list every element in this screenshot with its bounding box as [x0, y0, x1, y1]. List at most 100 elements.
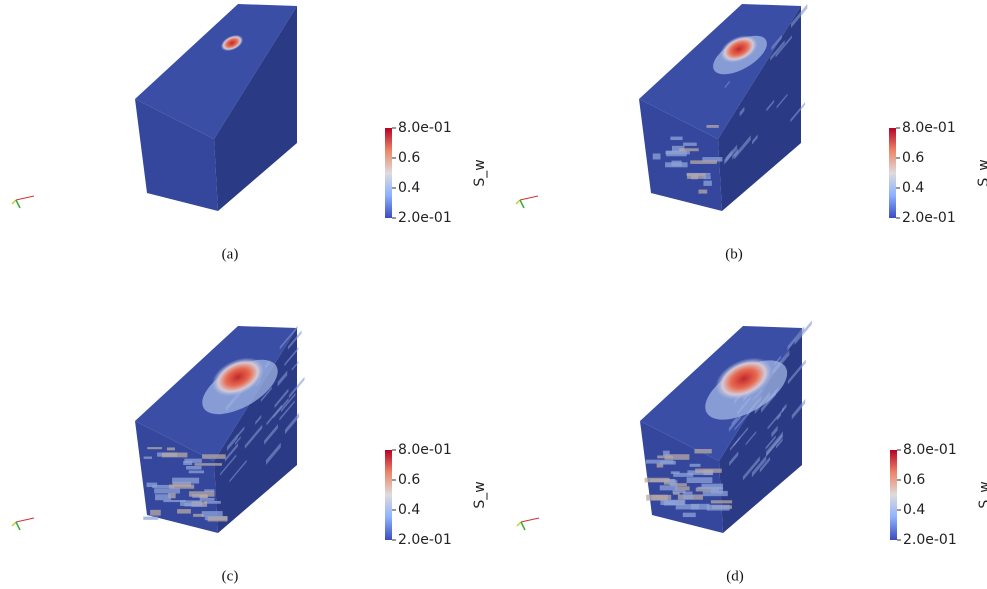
- saturation-streak: [781, 403, 787, 413]
- colorbar: 8.0e-01 0.6 0.4 2.0e-01 S_w: [890, 442, 987, 548]
- saturation-streak: [652, 153, 661, 160]
- saturation-streak: [751, 455, 767, 478]
- caption: (d): [726, 568, 744, 584]
- saturation-streak: [770, 40, 785, 61]
- colorbar-title: S_w: [472, 159, 488, 186]
- saturation-streak: [146, 482, 158, 488]
- axis-y: [515, 199, 521, 205]
- saturation-streak: [207, 515, 228, 522]
- saturation-streak: [759, 456, 771, 473]
- saturation-streak: [220, 454, 237, 476]
- axis-x: [520, 517, 540, 523]
- panel: 8.0e-01 0.6 0.4 2.0e-01 S_w (a): [11, 4, 488, 262]
- saturation-streak: [683, 142, 697, 146]
- saturation-streak: [671, 145, 685, 152]
- saturation-streak: [155, 494, 172, 501]
- saturation-streak: [279, 400, 295, 421]
- colorbar-tick-label: 0.6: [398, 150, 420, 166]
- plume: [211, 357, 265, 397]
- saturation-streak: [266, 442, 281, 465]
- saturation-streak: [199, 497, 215, 501]
- saturation-streak: [194, 463, 222, 466]
- saturation-streak: [710, 500, 733, 504]
- saturation-streak: [702, 157, 723, 162]
- saturation-streak: [189, 491, 215, 497]
- saturation-streak: [184, 458, 202, 463]
- saturation-streak: [766, 99, 775, 112]
- saturation-streak: [199, 494, 208, 499]
- saturation-streak: [706, 504, 730, 511]
- saturation-streak: [669, 480, 678, 485]
- axis-z: [15, 199, 21, 209]
- saturation-streak: [236, 426, 245, 439]
- axis-z: [15, 521, 21, 531]
- saturation-streak: [663, 450, 670, 457]
- saturation-streak: [166, 447, 175, 451]
- saturation-streak: [183, 460, 193, 465]
- saturation-streak: [177, 509, 191, 514]
- saturation-streak: [280, 392, 296, 413]
- saturation-streak: [644, 477, 670, 483]
- colorbar-tick-label: 2.0e-01: [398, 210, 452, 226]
- axis-x: [519, 195, 539, 201]
- saturation-streak: [675, 486, 690, 491]
- saturation-streak: [694, 448, 712, 454]
- saturation-streak: [235, 436, 241, 446]
- saturation-streak: [745, 430, 757, 446]
- colorbar-gradient: [889, 128, 896, 218]
- saturation-streak: [202, 454, 226, 459]
- saturation-streak: [794, 320, 812, 346]
- axis-x: [15, 517, 35, 523]
- saturation-streak: [229, 459, 247, 483]
- colorbar-gradient: [385, 450, 392, 540]
- domain-box: [135, 4, 297, 211]
- saturation-streak: [150, 509, 161, 516]
- saturation-streak: [791, 398, 806, 420]
- caption: (c): [222, 568, 239, 584]
- colorbar-tick-label: 0.4: [903, 502, 925, 518]
- saturation-streak: [687, 173, 706, 179]
- colorbar-title: S_w: [472, 481, 488, 508]
- domain-box: [135, 325, 305, 533]
- saturation-streak: [646, 494, 668, 501]
- plume: [720, 35, 758, 63]
- axis-y: [11, 199, 17, 205]
- saturation-streak: [186, 465, 202, 470]
- axis-x: [15, 195, 35, 201]
- saturation-streak: [703, 180, 712, 186]
- saturation-streak: [672, 491, 680, 495]
- saturation-streak: [787, 359, 806, 385]
- saturation-streak: [645, 459, 674, 464]
- saturation-streak: [706, 125, 719, 128]
- side-face: [214, 6, 297, 211]
- saturation-streak: [771, 34, 782, 51]
- axis-y: [11, 521, 17, 527]
- saturation-streak: [675, 504, 700, 510]
- saturation-streak: [277, 370, 288, 387]
- saturation-streak: [787, 326, 805, 351]
- saturation-streak: [279, 325, 298, 350]
- saturation-streak: [775, 35, 792, 58]
- saturation-streak: [161, 452, 188, 458]
- top-face: [135, 4, 297, 139]
- saturation-streak: [288, 376, 305, 399]
- saturation-streak: [766, 431, 783, 457]
- saturation-streak: [689, 463, 701, 467]
- saturation-streak: [730, 436, 741, 451]
- saturation-streak: [790, 3, 808, 28]
- saturation-streak: [682, 491, 693, 495]
- colorbar: 8.0e-01 0.6 0.4 2.0e-01 S_w: [385, 120, 488, 226]
- side-face: [214, 328, 297, 533]
- saturation-streak: [224, 443, 238, 462]
- saturation-streak: [659, 485, 678, 491]
- saturation-streak: [204, 500, 221, 504]
- saturation-streak: [682, 512, 696, 518]
- saturation-streak: [686, 477, 713, 484]
- saturation-streak: [664, 454, 690, 460]
- saturation-streak: [767, 407, 785, 430]
- saturation-streak: [690, 503, 710, 510]
- saturation-streak: [672, 490, 686, 494]
- colorbar-tick-label: 0.4: [398, 502, 420, 518]
- colorbar-tick-label: 2.0e-01: [902, 210, 956, 226]
- saturation-streak: [172, 477, 200, 484]
